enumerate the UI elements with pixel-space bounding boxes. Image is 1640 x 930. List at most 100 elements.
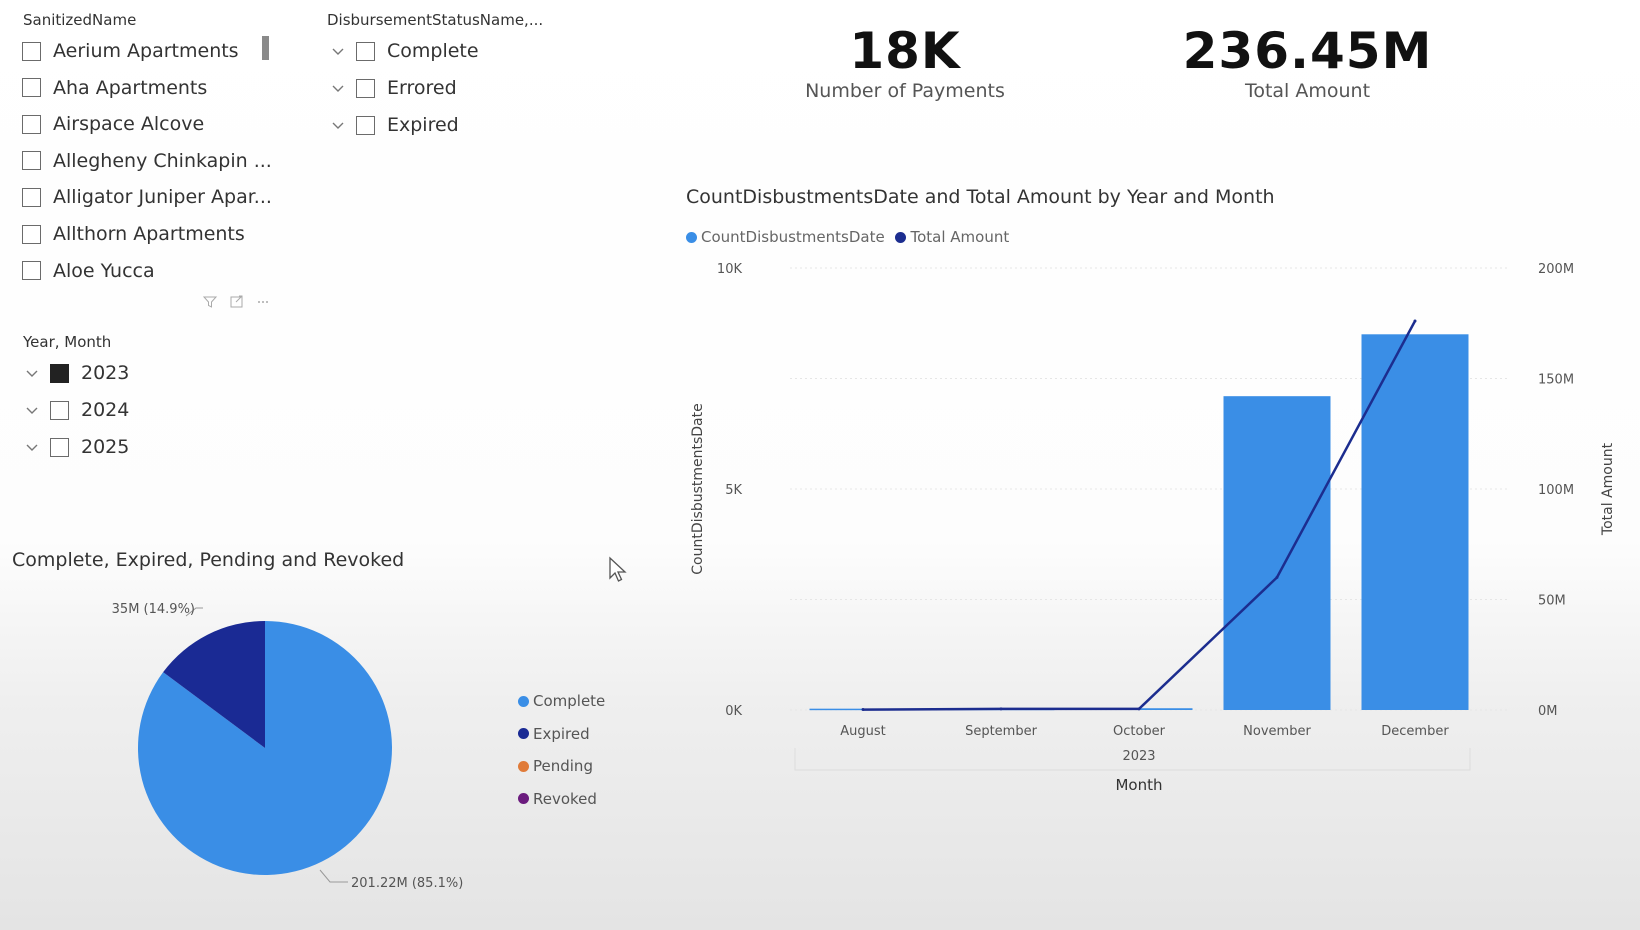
slicer-item-label: 2024: [81, 399, 130, 421]
checkbox[interactable]: [50, 437, 69, 457]
slicer-item[interactable]: Airspace Alcove: [22, 109, 204, 139]
x-axis-title: Month: [1115, 776, 1162, 794]
line-point[interactable]: [861, 708, 865, 712]
pie-chart: 35M (14.9%) 201.22M (85.1%): [112, 602, 464, 891]
pie-legend-item[interactable]: Expired: [518, 725, 590, 743]
kpi-label: Total Amount: [1244, 80, 1371, 102]
pie-legend-item[interactable]: Pending: [518, 757, 593, 775]
pie-legend: Complete Expired Pending Revoked: [518, 692, 638, 832]
slicer-scrollbar[interactable]: [262, 36, 269, 60]
name-slicer-title: SanitizedName: [23, 11, 137, 29]
slicer-item-label: Airspace Alcove: [53, 113, 205, 136]
slicer-item[interactable]: Complete: [330, 36, 479, 66]
y-left-tick: 0K: [725, 704, 742, 719]
checkbox[interactable]: [50, 400, 69, 420]
y-left-axis-title: CountDisbustmentsDate: [690, 403, 706, 574]
status-slicer-list[interactable]: Complete Errored Expired: [330, 36, 590, 156]
slicer-item-label: 2023: [81, 362, 130, 384]
chevron-down-icon[interactable]: [24, 402, 40, 418]
slicer-item[interactable]: 2025: [24, 432, 129, 462]
slicer-item[interactable]: Allthorn Apartments: [22, 219, 245, 249]
status-slicer-title: DisbursementStatusName,...: [327, 11, 544, 29]
x-tick-label: December: [1381, 724, 1449, 739]
slicer-item[interactable]: Alligator Juniper Apar...: [22, 182, 272, 212]
pie-legend-item[interactable]: Revoked: [518, 790, 597, 808]
slicer-item[interactable]: Aloe Yucca: [22, 256, 155, 284]
kpi-value: 18K: [849, 22, 961, 80]
line-point[interactable]: [999, 707, 1003, 711]
mouse-cursor-icon: [609, 556, 627, 582]
checkbox[interactable]: [22, 151, 41, 171]
legend-label: CountDisbustmentsDate: [701, 228, 885, 246]
legend-label: Revoked: [533, 789, 597, 808]
slicer-item-label: Alligator Juniper Apar...: [53, 186, 272, 209]
pie-legend-item[interactable]: Complete: [518, 692, 605, 710]
y-right-tick: 100M: [1538, 483, 1574, 498]
year-slicer-title: Year, Month: [23, 333, 112, 351]
checkbox[interactable]: [22, 261, 41, 281]
slicer-item[interactable]: Allegheny Chinkapin ...: [22, 146, 272, 176]
legend-label: Total Amount: [910, 228, 1010, 246]
filter-icon[interactable]: [202, 296, 218, 308]
kpi-label: Number of Payments: [805, 80, 1005, 102]
slicer-item-label: Aerium Apartments: [53, 40, 239, 62]
legend-label: Expired: [533, 724, 590, 743]
y-left-tick: 10K: [717, 262, 743, 277]
line-point[interactable]: [1275, 575, 1279, 579]
legend-dot: [895, 232, 907, 243]
leader-line: [319, 869, 348, 883]
more-options-icon[interactable]: [258, 301, 268, 303]
slicer-item[interactable]: Errored: [330, 73, 457, 103]
pie-data-label: 35M (14.9%): [112, 602, 195, 617]
pie-slice-expired[interactable]: [163, 621, 265, 748]
checkbox[interactable]: [50, 363, 69, 383]
slicer-item-label: Allthorn Apartments: [53, 223, 245, 245]
checkbox[interactable]: [22, 187, 41, 207]
legend-item-count[interactable]: CountDisbustmentsDate: [686, 228, 885, 246]
checkbox[interactable]: [22, 114, 41, 134]
slicer-item-label: Complete: [387, 40, 479, 62]
line-point[interactable]: [1137, 707, 1141, 711]
checkbox[interactable]: [22, 78, 41, 98]
chevron-down-icon[interactable]: [24, 365, 40, 381]
x-tick-label: October: [1113, 724, 1166, 739]
checkbox[interactable]: [22, 224, 41, 244]
chevron-down-icon[interactable]: [330, 43, 346, 59]
kpi-value: 236.45M: [1182, 22, 1433, 80]
line-total-amount[interactable]: [862, 320, 1417, 711]
chevron-down-icon[interactable]: [330, 117, 346, 133]
pie-chart-title: Complete, Expired, Pending and Revoked: [12, 549, 405, 571]
legend-label: Pending: [533, 757, 593, 775]
y-right-tick: 200M: [1538, 262, 1574, 277]
x-tick-label: September: [965, 724, 1038, 739]
slicer-item[interactable]: Aerium Apartments: [22, 36, 239, 66]
combo-chart-legend: CountDisbustmentsDate Total Amount: [686, 228, 1009, 246]
slicer-item-label: Expired: [387, 114, 459, 136]
legend-dot: [518, 695, 529, 707]
year-slicer-list[interactable]: 2023 2024 2025: [24, 358, 224, 478]
slicer-item-label: 2025: [81, 436, 130, 458]
chevron-down-icon[interactable]: [330, 80, 346, 96]
bar-november[interactable]: [1223, 396, 1331, 710]
slicer-item[interactable]: 2024: [24, 395, 129, 425]
checkbox[interactable]: [356, 78, 375, 98]
slicer-item[interactable]: Expired: [330, 110, 459, 140]
name-slicer-list[interactable]: Aerium Apartments Aha Apartments Airspace …: [22, 36, 272, 284]
kpi-card-total-amount: 236.45M Total Amount: [1180, 22, 1435, 102]
chevron-down-icon[interactable]: [24, 439, 40, 455]
y-right-tick: 50M: [1538, 594, 1566, 609]
y-right-tick: 150M: [1538, 373, 1574, 388]
slicer-item[interactable]: 2023: [24, 358, 129, 388]
slicer-item-label: Allegheny Chinkapin ...: [53, 149, 272, 172]
slicer-item[interactable]: Aha Apartments: [22, 73, 207, 103]
checkbox[interactable]: [22, 41, 41, 61]
combo-chart: 10K 5K 0K 200M 150M 100M 50M 0M CountDisbustment…: [690, 262, 1616, 794]
legend-item-total[interactable]: Total Amount: [895, 228, 1009, 246]
bar-december[interactable]: [1361, 334, 1469, 710]
focus-mode-icon[interactable]: [230, 295, 243, 308]
x-axis-group-bracket: [794, 748, 1471, 771]
pie-slice-complete[interactable]: [137, 621, 392, 875]
checkbox[interactable]: [356, 41, 375, 61]
line-point[interactable]: [1413, 319, 1417, 323]
checkbox[interactable]: [356, 115, 375, 135]
